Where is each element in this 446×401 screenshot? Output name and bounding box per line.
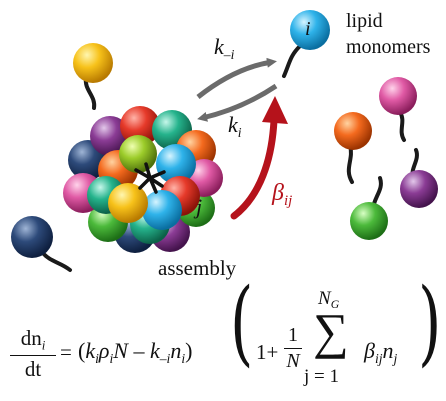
rate-equation: dni dt = (kiρiN – k–ini) ( ) 1+ 1 N NG ∑… xyxy=(0,268,446,400)
eq-big-lparen: ( xyxy=(230,268,254,378)
free-monomer-yellow xyxy=(73,43,113,110)
eq-equals: = xyxy=(60,340,72,364)
monomer-i xyxy=(282,10,330,78)
exchange-arrows xyxy=(196,57,278,122)
assembly-cluster xyxy=(63,106,223,253)
beta-arrow xyxy=(230,96,288,220)
eq-sum-lower: j = 1 xyxy=(304,366,339,387)
eq-derivative: dni dt xyxy=(10,326,56,382)
k-minus-i-label: k–i xyxy=(214,34,235,62)
lipid-label-line1: lipid xyxy=(346,10,383,32)
assembly-label: assembly xyxy=(158,256,237,280)
eq-first-factor: (kiρiN – k–ini) xyxy=(78,338,193,366)
eq-sum-sign: ∑ xyxy=(313,303,349,359)
monomer-i-label: i xyxy=(305,18,311,40)
eq-big-rparen: ) xyxy=(418,268,442,378)
j-label: j xyxy=(196,194,203,219)
k-i-label: ki xyxy=(228,112,242,140)
free-monomers-right xyxy=(334,77,438,240)
eq-one-over-n: 1 N xyxy=(284,324,302,373)
eq-sum-term: βijnj xyxy=(364,338,398,366)
free-monomer-navy xyxy=(11,216,72,272)
lipid-label-line2: monomers xyxy=(346,36,431,58)
beta-ij-label: βij xyxy=(272,180,293,210)
eq-sum-upper: NG xyxy=(318,288,340,312)
lipid-monomers-label: lipid monomers xyxy=(346,8,430,60)
eq-one-plus: 1+ xyxy=(256,340,279,364)
